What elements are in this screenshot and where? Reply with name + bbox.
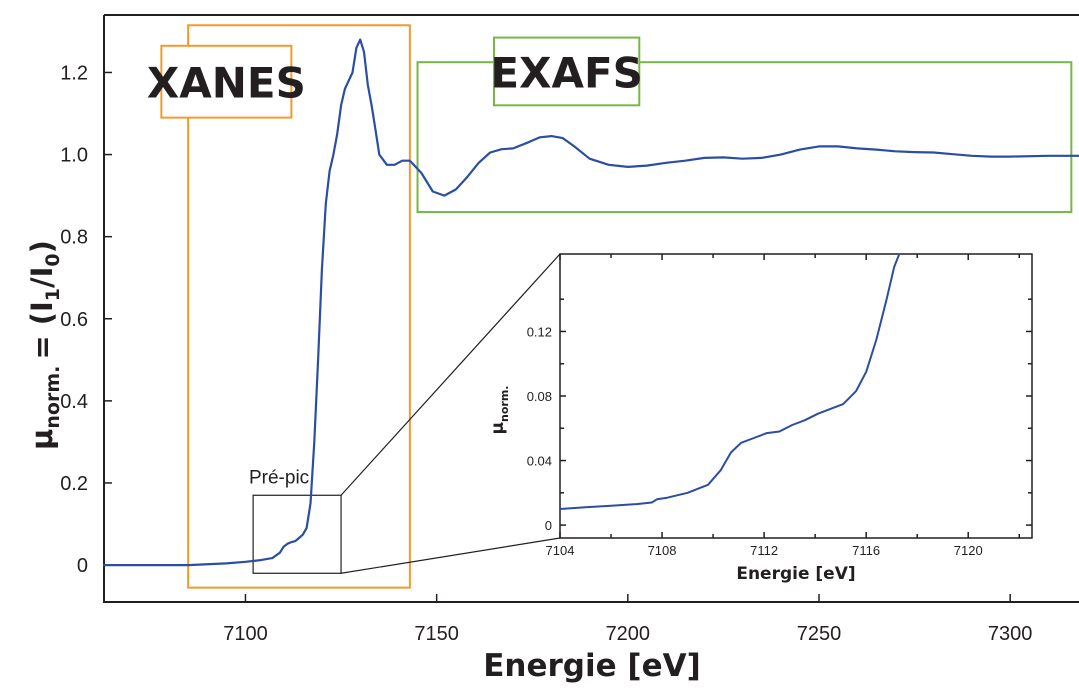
y-axis-title-sub: norm.: [42, 366, 64, 429]
spectrum-line: [102, 38, 1079, 567]
inset-spectrum-line: [559, 253, 901, 510]
inset-axes: 0 0.04 0.08 0.12 7104 7108 7112 7116 7120: [527, 253, 1033, 558]
inset-x-tick-label: 7104: [546, 543, 575, 558]
region-labels: XANES EXAFS Pré-pic: [147, 36, 643, 488]
inset-y-tick-label: 0.04: [527, 454, 552, 469]
inset-x-tick-label: 7108: [648, 543, 677, 558]
y-tick-label: 1.0: [60, 145, 88, 167]
zoom-connector-lines: [340, 253, 561, 574]
inset-plot: 0 0.04 0.08 0.12 7104 7108 7112 7116 7120: [527, 253, 1033, 558]
xanes-region-box: [187, 24, 411, 589]
inset-x-tick-label: 7116: [852, 543, 880, 558]
region-boxes: [187, 24, 1073, 589]
prepeak-zoom-box: [252, 494, 342, 574]
inset-y-tick-label: 0.08: [527, 389, 552, 404]
y-tick-label: 0.6: [60, 309, 88, 331]
inset-y-tick-label: 0.12: [527, 324, 552, 339]
prepeak-label: Pré-pic: [249, 467, 309, 488]
x-axis-title: Energie [eV]: [483, 648, 701, 684]
inset-x-tick-label: 7112: [750, 543, 778, 558]
inset-y-axis-title-mu: μ: [488, 422, 508, 435]
x-tick-label: 7250: [797, 623, 842, 645]
x-tick-label: 7200: [606, 623, 651, 645]
x-tick-label: 7300: [988, 623, 1033, 645]
inset-y-tick-label: 0: [545, 518, 552, 533]
x-tick-label: 7100: [223, 623, 268, 645]
main-series-group: [102, 38, 1079, 567]
y-tick-label: 0: [77, 555, 88, 577]
inset-y-axis-title-sub: norm.: [498, 386, 511, 422]
y-axis-title-close: ): [25, 240, 59, 253]
inset-y-axis-title: μnorm.: [488, 386, 511, 435]
y-axis-title-slash: /I: [25, 267, 59, 288]
exafs-region-box: [416, 61, 1073, 214]
x-tick-label: 7150: [414, 623, 459, 645]
inset-x-tick-label: 7120: [954, 543, 983, 558]
main-axis-frame: [103, 15, 1079, 603]
exafs-label: EXAFS: [490, 48, 643, 97]
zoom-line-bottom: [340, 537, 561, 574]
y-axis-title-sub0: 0: [42, 253, 64, 266]
y-tick-label: 0.8: [60, 227, 88, 249]
inset-x-axis-title: Energie [eV]: [736, 564, 855, 584]
inset-series-group: [559, 253, 901, 510]
y-tick-label: 1.2: [60, 62, 88, 84]
y-tick-label: 0.4: [60, 391, 88, 413]
inset-background: [560, 254, 1032, 538]
xanes-label: XANES: [147, 59, 306, 108]
y-axis-title-eq: = (I: [25, 301, 59, 359]
zoom-line-top: [340, 253, 561, 496]
y-axis-title-sub1: 1: [42, 288, 64, 301]
main-plot-axes: 0 0.2 0.4 0.6 0.8 1.0 1.2 7100 7150 7200 7250 7300: [60, 14, 1079, 645]
y-axis-title-mu: μ: [25, 429, 59, 450]
y-axis-title: μnorm. = (I1/I0): [25, 240, 64, 450]
xanes-label-box: [160, 44, 293, 119]
exafs-label-box: [493, 36, 641, 107]
y-tick-label: 0.2: [60, 473, 88, 495]
